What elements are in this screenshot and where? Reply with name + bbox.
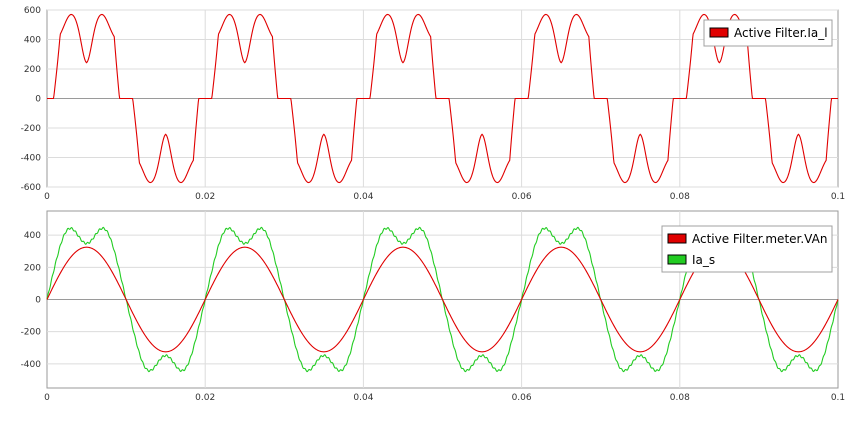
y-tick-label: 200 bbox=[24, 263, 41, 273]
top-y-tick-labels: 600 400 200 0 -200 -400 -600 bbox=[21, 6, 42, 193]
top-legend-label-ia-l: Active Filter.Ia_l bbox=[734, 26, 828, 40]
x-tick-label: 0.06 bbox=[512, 393, 532, 403]
top-legend: Active Filter.Ia_l bbox=[703, 19, 833, 47]
x-tick-label: 0.06 bbox=[512, 192, 532, 202]
bottom-x-tick-labels: 0 0.02 0.04 0.06 0.08 0.1 bbox=[44, 393, 845, 403]
y-tick-label: -200 bbox=[21, 124, 42, 134]
y-tick-label: 0 bbox=[35, 95, 41, 105]
x-tick-label: 0.1 bbox=[831, 192, 845, 202]
y-tick-label: 400 bbox=[24, 231, 41, 241]
bottom-legend-swatch-van bbox=[667, 233, 687, 244]
x-tick-label: 0.04 bbox=[353, 192, 373, 202]
y-tick-label: 200 bbox=[24, 65, 41, 75]
bottom-grid bbox=[47, 211, 838, 388]
y-tick-label: 0 bbox=[35, 296, 41, 306]
x-tick-label: 0.08 bbox=[670, 393, 690, 403]
bottom-legend-box bbox=[661, 225, 833, 273]
x-tick-label: 0.02 bbox=[195, 192, 215, 202]
x-tick-label: 0.1 bbox=[831, 393, 845, 403]
x-tick-label: 0.08 bbox=[670, 192, 690, 202]
top-chart-panel: 0 0.02 0.04 0.06 0.08 0.1 600 400 200 0 -200 -400 -… bbox=[21, 6, 846, 202]
y-tick-label: -200 bbox=[21, 328, 42, 338]
top-x-tick-labels: 0 0.02 0.04 0.06 0.08 0.1 bbox=[44, 192, 845, 202]
x-tick-label: 0.04 bbox=[353, 393, 373, 403]
bottom-legend-swatch-ia-s bbox=[667, 254, 687, 265]
x-tick-label: 0 bbox=[44, 393, 50, 403]
y-tick-label: -400 bbox=[21, 154, 42, 164]
top-series-lines bbox=[47, 13, 838, 184]
y-tick-label: -600 bbox=[21, 183, 42, 193]
y-tick-label: 400 bbox=[24, 36, 41, 46]
bottom-chart-panel: 0 0.02 0.04 0.06 0.08 0.1 400 200 0 -200 -400 Act… bbox=[21, 210, 845, 403]
bottom-y-tick-labels: 400 200 0 -200 -400 bbox=[21, 231, 42, 370]
bottom-legend-label-ia-s: Ia_s bbox=[692, 253, 715, 267]
bottom-legend-label-van: Active Filter.meter.VAn bbox=[692, 232, 827, 246]
top-legend-swatch-ia-l bbox=[709, 27, 729, 38]
y-tick-label: -400 bbox=[21, 360, 42, 370]
bottom-legend: Active Filter.meter.VAn Ia_s bbox=[661, 225, 833, 273]
x-tick-label: 0 bbox=[44, 192, 50, 202]
series-line-active-filter-ia-l bbox=[47, 13, 838, 184]
y-tick-label: 600 bbox=[24, 6, 41, 16]
x-tick-label: 0.02 bbox=[195, 393, 215, 403]
